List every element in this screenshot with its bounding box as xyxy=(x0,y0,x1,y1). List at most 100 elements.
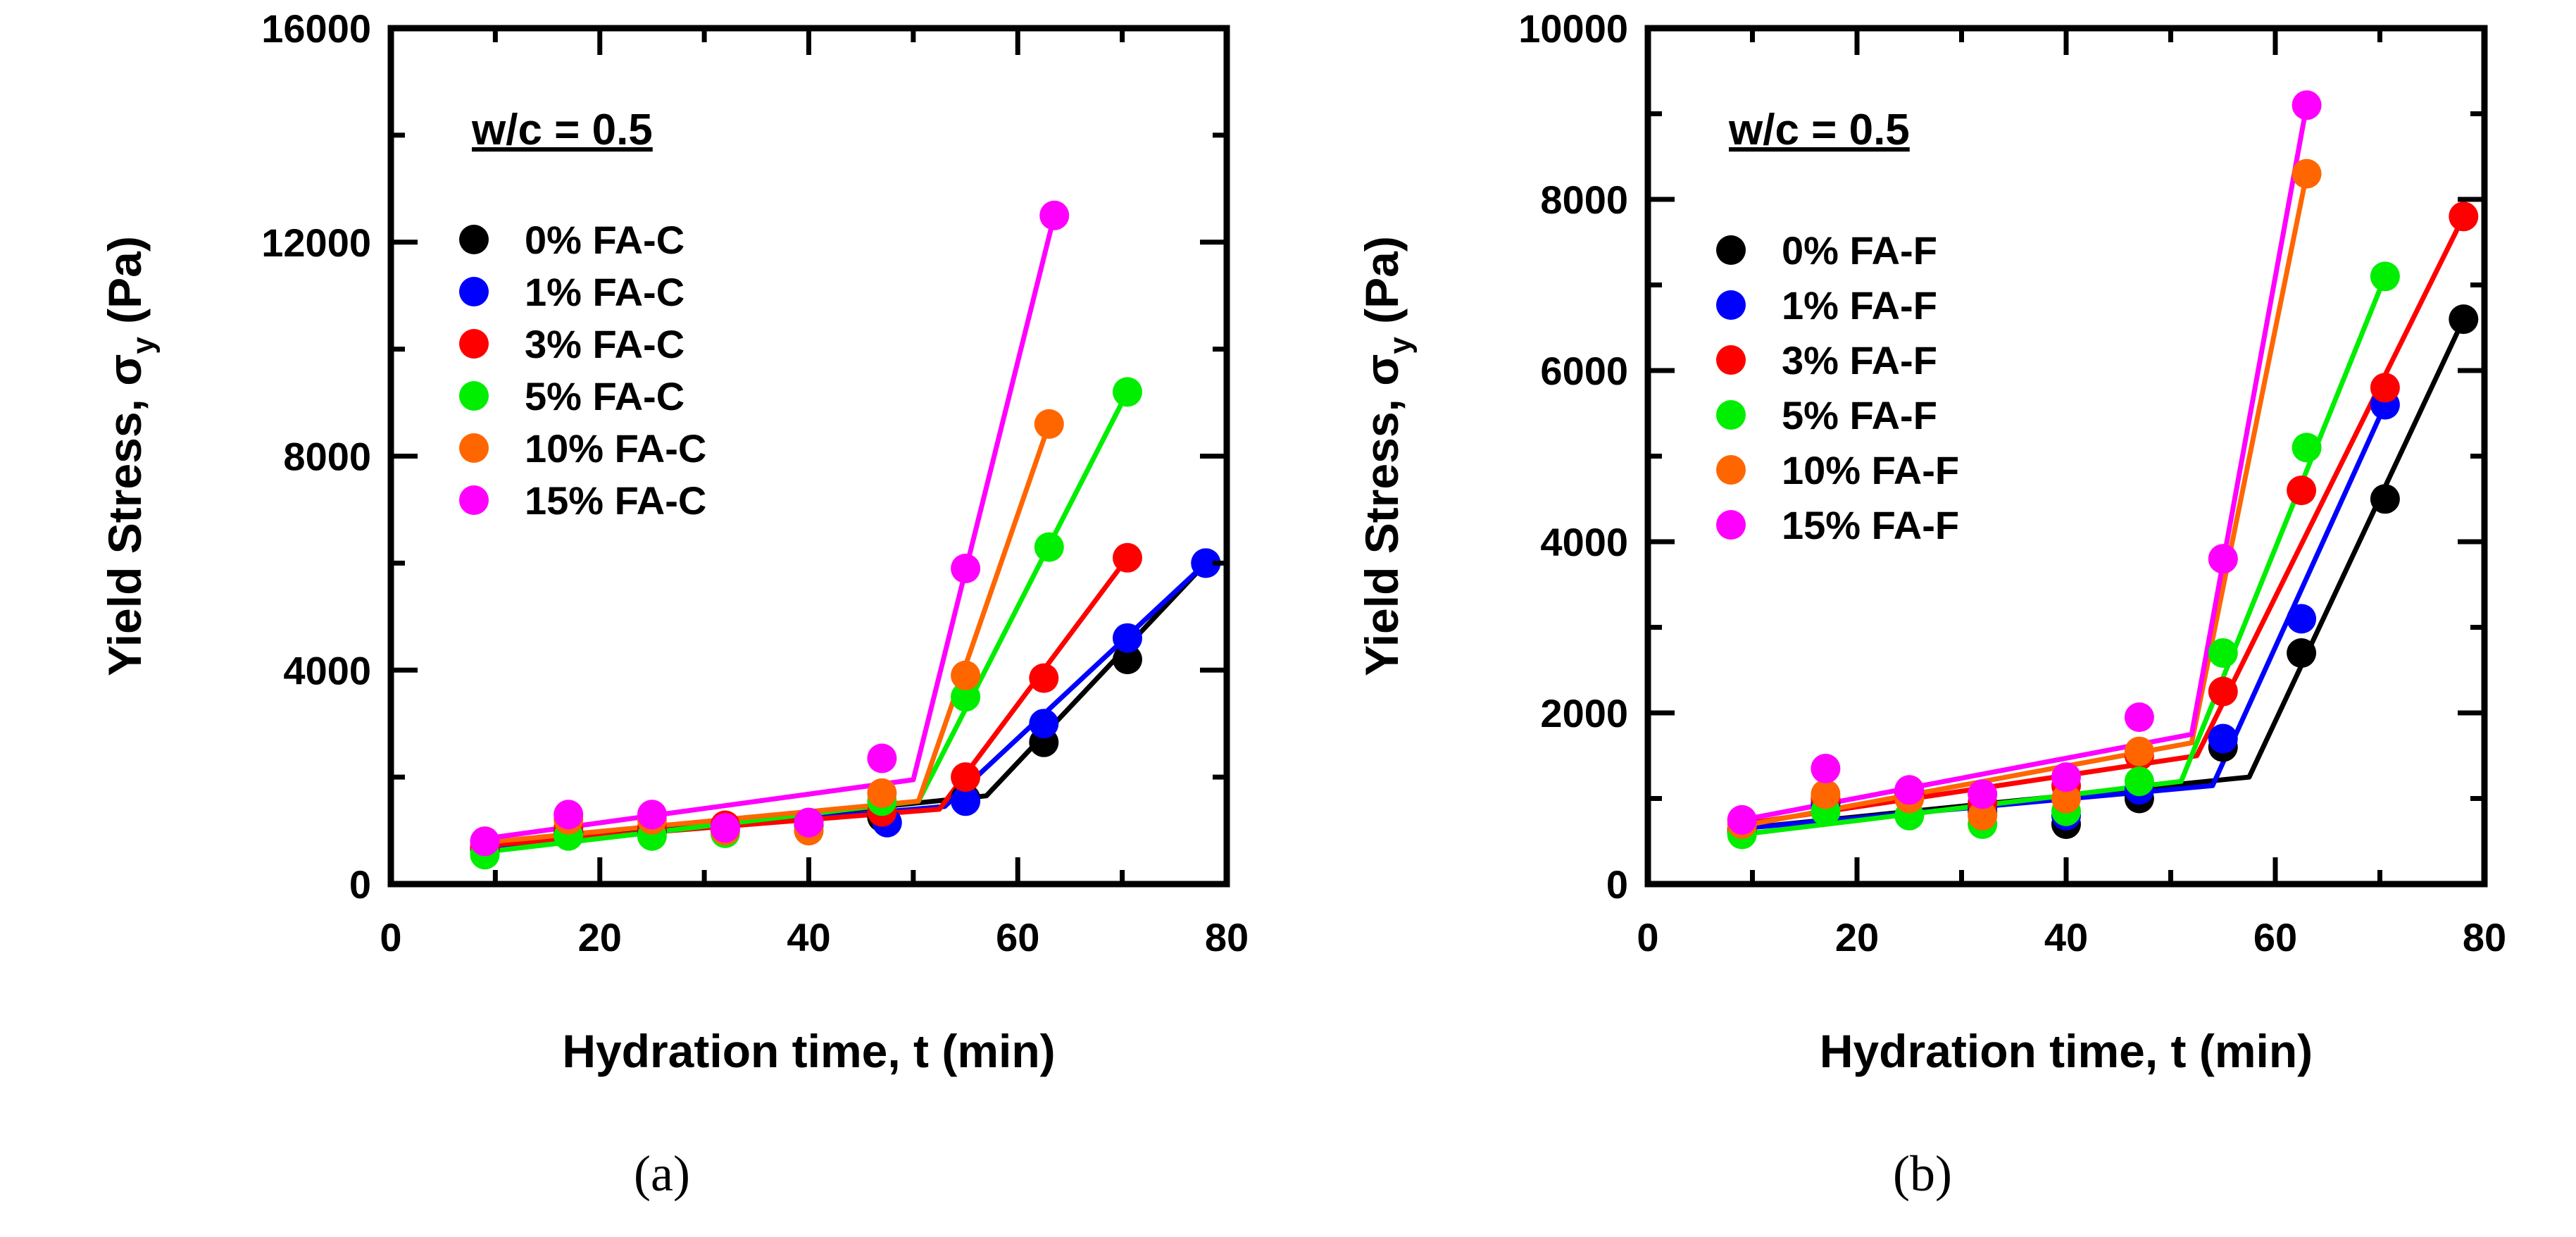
data-point-s3-5 xyxy=(2124,766,2154,797)
fit-line-5 xyxy=(484,214,1057,841)
legend-label-2: 3% FA-F xyxy=(1782,338,1937,383)
x-axis-title: Hydration time, t (min) xyxy=(562,1025,1055,1077)
y-tick-label: 0 xyxy=(349,862,371,907)
legend-marker-0 xyxy=(1716,235,1746,265)
legend-label-5: 15% FA-F xyxy=(1782,503,1959,547)
fit-line-2 xyxy=(484,556,1130,848)
data-point-s5-5 xyxy=(867,743,897,773)
x-tick-label: 20 xyxy=(1835,915,1879,959)
y-axis-title-subscript: y xyxy=(126,337,161,354)
y-axis-title: Yield Stress, σy (Pa) xyxy=(1356,236,1418,676)
y-axis-title: Yield Stress, σy (Pa) xyxy=(99,236,161,676)
legend-label-0: 0% FA-C xyxy=(525,218,684,262)
data-point-s4-4 xyxy=(2051,783,2081,814)
data-point-s4-5 xyxy=(867,778,897,808)
data-point-s5-3 xyxy=(1968,779,1998,809)
data-point-s2-8 xyxy=(2370,373,2400,403)
legend-marker-5 xyxy=(459,485,489,515)
legend-label-0: 0% FA-F xyxy=(1782,228,1937,273)
y-tick-label: 2000 xyxy=(1540,691,1628,735)
x-tick-label: 0 xyxy=(1637,915,1658,959)
x-tick-label: 80 xyxy=(2463,915,2506,959)
data-point-s4-7 xyxy=(1034,409,1064,439)
data-point-s4-5 xyxy=(2124,736,2154,766)
legend-label-1: 1% FA-C xyxy=(525,270,684,314)
data-point-s5-0 xyxy=(1727,804,1757,835)
data-point-s1-6 xyxy=(2208,723,2238,754)
fit-line-4 xyxy=(1742,173,2310,828)
y-tick-label: 8000 xyxy=(1540,178,1628,222)
data-point-s5-6 xyxy=(2208,544,2238,574)
y-tick-label: 16000 xyxy=(261,6,371,51)
x-tick-label: 80 xyxy=(1205,915,1249,959)
data-point-s2-7 xyxy=(2287,475,2317,506)
legend-label-4: 10% FA-C xyxy=(525,426,706,471)
data-point-s3-6 xyxy=(951,682,981,712)
y-tick-label: 4000 xyxy=(283,648,371,692)
data-point-s1-6 xyxy=(951,786,981,816)
panel-caption: (a) xyxy=(634,1145,690,1202)
y-tick-label: 10000 xyxy=(1518,6,1628,51)
data-point-s2-9 xyxy=(2449,201,2479,232)
legend-marker-5 xyxy=(1716,510,1746,540)
annotation-wc: w/c = 0.5 xyxy=(1728,106,1910,154)
y-tick-label: 8000 xyxy=(283,435,371,479)
x-tick-label: 40 xyxy=(2044,915,2088,959)
data-point-s5-1 xyxy=(1811,754,1841,783)
data-point-s2-6 xyxy=(951,762,981,792)
data-point-s5-4 xyxy=(2051,762,2081,792)
data-point-s4-3 xyxy=(1968,800,1998,831)
data-point-s3-7 xyxy=(1034,532,1064,562)
y-axis-title-subscript: y xyxy=(1383,337,1418,354)
data-point-s5-7 xyxy=(2291,90,2322,120)
legend-marker-4 xyxy=(1716,455,1746,485)
data-point-s0-8 xyxy=(1113,645,1142,675)
data-point-s5-1 xyxy=(554,800,584,830)
data-point-s4-1 xyxy=(1811,779,1841,809)
data-point-s2-8 xyxy=(1113,542,1142,573)
x-tick-label: 60 xyxy=(996,915,1039,959)
y-tick-label: 4000 xyxy=(1540,520,1628,564)
fit-line-4 xyxy=(484,423,1052,845)
data-point-s5-6 xyxy=(951,554,981,583)
legend-label-1: 1% FA-F xyxy=(1782,283,1937,328)
y-tick-label: 12000 xyxy=(261,220,371,265)
data-point-s2-6 xyxy=(2208,676,2238,707)
y-axis-title-unit: (Pa) xyxy=(1356,236,1408,337)
data-point-s0-7 xyxy=(2287,638,2317,668)
data-point-s3-8 xyxy=(1113,377,1142,407)
data-point-s4-7 xyxy=(2291,158,2322,189)
y-axis-title-main: Yield Stress, σ xyxy=(1356,354,1408,676)
legend-label-3: 5% FA-C xyxy=(525,374,684,418)
data-point-s5-2 xyxy=(1894,775,1925,805)
fit-line-1 xyxy=(484,561,1208,850)
y-tick-label: 6000 xyxy=(1540,349,1628,393)
legend-marker-2 xyxy=(1716,345,1746,375)
data-point-s3-6 xyxy=(2208,638,2238,668)
data-point-s1-8 xyxy=(1113,623,1142,653)
data-point-s4-6 xyxy=(951,660,981,690)
x-tick-label: 40 xyxy=(787,915,830,959)
legend-label-2: 3% FA-C xyxy=(525,322,684,366)
legend-marker-2 xyxy=(459,329,489,359)
data-point-s5-0 xyxy=(470,826,500,857)
legend-marker-1 xyxy=(459,277,489,306)
chart-panel-b: 0 20 40 60 80 0 2000 4000 6000 8000 10000 Hydration… xyxy=(1356,6,2506,1202)
data-point-s0-8 xyxy=(2370,484,2400,514)
legend-label-4: 10% FA-F xyxy=(1782,448,1959,492)
legend-label-3: 5% FA-F xyxy=(1782,393,1937,437)
fit-line-0 xyxy=(484,561,1208,850)
x-tick-label: 60 xyxy=(2253,915,2297,959)
data-point-s5-3 xyxy=(710,813,740,843)
legend-marker-3 xyxy=(459,381,489,411)
x-tick-label: 20 xyxy=(578,915,622,959)
y-axis-title-unit: (Pa) xyxy=(99,236,151,337)
data-point-s0-9 xyxy=(2449,304,2479,335)
data-point-s3-7 xyxy=(2291,433,2322,463)
plot-frame xyxy=(387,25,1230,888)
annotation-wc: w/c = 0.5 xyxy=(471,106,653,154)
chart-panel-a: 0 20 40 60 80 0 4000 8000 12000 16000 Hydration ti… xyxy=(99,6,1249,1202)
data-point-s2-7 xyxy=(1029,663,1059,693)
data-point-s1-9 xyxy=(1191,548,1221,578)
